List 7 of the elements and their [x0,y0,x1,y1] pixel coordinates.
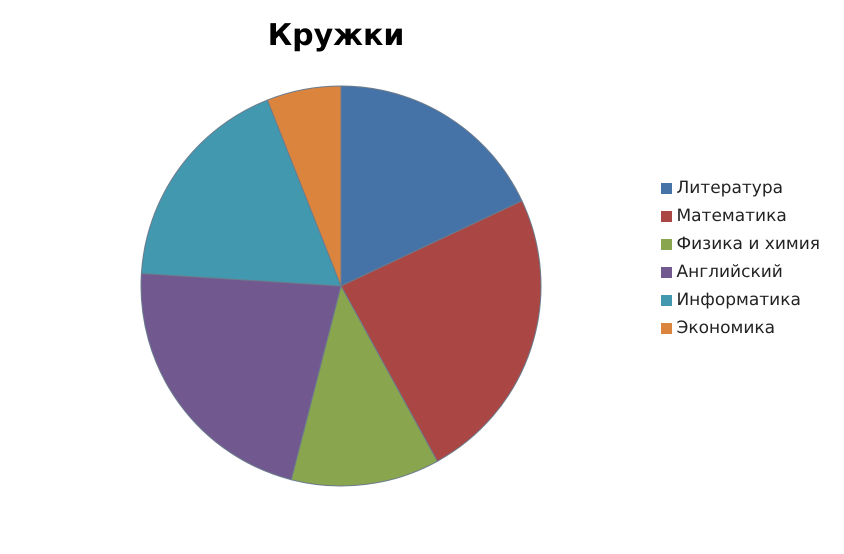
legend-label: Информатика [676,290,801,310]
legend-label: Английский [676,262,783,282]
chart-title: Кружки [266,18,406,53]
legend-label: Физика и химия [676,234,820,254]
legend-label: Литература [676,178,784,198]
legend-label: Математика [676,206,787,226]
legend-label: Экономика [676,318,776,338]
